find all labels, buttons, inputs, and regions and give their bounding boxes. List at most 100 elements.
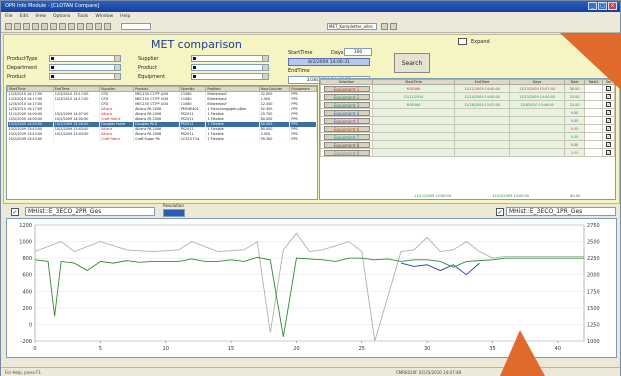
equipment-checkbox[interactable]: ✓ bbox=[606, 110, 611, 115]
equipment-combo[interactable] bbox=[191, 73, 269, 80]
table-row[interactable]: 12/3/2010 14:17:00 CFD MEC150 CT-PP 4/34 11… bbox=[7, 101, 317, 107]
supplier-combo[interactable] bbox=[191, 55, 269, 62]
equipment-label: Equipment bbox=[138, 74, 166, 80]
department-label: Department bbox=[7, 65, 38, 71]
equipment-row: Equipment 7 0.00 ✓ bbox=[320, 132, 615, 141]
table-row[interactable]: 10/2/2009 14:00:00 10/2/2009 14:00:00 Doug… bbox=[7, 121, 317, 127]
table-row[interactable]: 12/3/2010 14:17:00 12/3/2010 15:17:00 CFD M… bbox=[7, 91, 317, 97]
menu-file[interactable]: File bbox=[5, 14, 13, 19]
x-tick-label: 20 bbox=[293, 346, 299, 352]
table-row[interactable]: 10/2/2009 14:00:00 10/2/2009 14:00:00 Craf… bbox=[7, 116, 317, 122]
table-row[interactable]: 11/1/2009 14:00:00 10/2/2009 14:07:00 Alli… bbox=[7, 111, 317, 117]
table-row[interactable]: 10/2/2009 13:43:00 Craft Fabric Craft Supe… bbox=[7, 136, 317, 142]
table-row[interactable]: 12/3/2010 14:17:00 12/3/2010 14:17:00 CFD M… bbox=[7, 96, 317, 102]
equipment-days: 20.00 bbox=[564, 92, 585, 101]
table-cell: Craft Super PA bbox=[133, 136, 180, 142]
equipment-checkbox[interactable]: ✓ bbox=[606, 102, 611, 107]
column-header[interactable]: HourCounter bbox=[258, 86, 291, 92]
copy-icon[interactable] bbox=[41, 23, 48, 30]
chevron-down-icon[interactable] bbox=[114, 65, 120, 70]
menu-options[interactable]: Options bbox=[52, 14, 71, 19]
y-tick-label-left: 1000 bbox=[19, 240, 32, 246]
equipment-button[interactable]: Equipment 5 bbox=[323, 117, 370, 124]
equipment-button[interactable]: Equipment 8 bbox=[323, 141, 370, 148]
equipment-checkbox[interactable]: ✓ bbox=[606, 134, 611, 139]
new-icon[interactable] bbox=[5, 23, 12, 30]
column-header[interactable]: Supplier bbox=[99, 86, 135, 92]
equipment-checkbox[interactable]: ✓ bbox=[606, 118, 611, 123]
table-cell: 12/3/2010 14:17:00 bbox=[7, 106, 54, 112]
chevron-down-icon[interactable] bbox=[114, 56, 120, 61]
table-row[interactable]: 12/3/2010 14:17:00 Allianz Allianz PA 2006… bbox=[7, 106, 317, 112]
table-row[interactable]: 10/2/2009 13:43:00 10/2/2009 13:43:00 Alli… bbox=[7, 126, 317, 132]
equipment-checkbox[interactable]: ✓ bbox=[606, 126, 611, 131]
chevron-down-icon[interactable] bbox=[262, 56, 268, 61]
equipment-checkbox[interactable]: ✓ bbox=[606, 142, 611, 147]
search-button[interactable]: Search bbox=[394, 53, 430, 73]
equipment-button[interactable]: Equipment 1 bbox=[323, 85, 370, 92]
expand-checkbox[interactable] bbox=[458, 38, 467, 45]
resolution-select[interactable] bbox=[163, 209, 185, 217]
equipment-start bbox=[454, 132, 510, 141]
go-icon[interactable] bbox=[381, 23, 388, 30]
table-cell: CFD bbox=[99, 96, 135, 102]
equipment-checkbox[interactable]: ✓ bbox=[606, 94, 611, 99]
left-series-select[interactable]: MHist::E_3ECO_2PR_Ges bbox=[25, 207, 155, 216]
filter-icon[interactable] bbox=[95, 23, 102, 30]
equipment-button[interactable]: Equipment 3 bbox=[323, 101, 370, 108]
menu-tools[interactable]: Tools bbox=[77, 14, 89, 19]
right-series-checkbox[interactable]: ✓ bbox=[496, 208, 504, 216]
chevron-down-icon[interactable] bbox=[262, 65, 268, 70]
product-combo[interactable] bbox=[49, 73, 121, 80]
equipment-button[interactable]: Equipment 7 bbox=[323, 133, 370, 140]
equipment-button[interactable]: Equipment 2 bbox=[323, 93, 370, 100]
cut-icon[interactable] bbox=[32, 23, 39, 30]
menu-help[interactable]: Help bbox=[120, 14, 131, 19]
y-tick-label-left: 1200 bbox=[19, 223, 32, 229]
equipment-button[interactable]: Equipment 4 bbox=[323, 109, 370, 116]
print-icon[interactable] bbox=[390, 23, 397, 30]
undo-icon[interactable] bbox=[68, 23, 75, 30]
minimize-button[interactable]: _ bbox=[588, 2, 597, 10]
paste-icon[interactable] bbox=[50, 23, 57, 30]
menu-view[interactable]: View bbox=[35, 14, 46, 19]
maximize-button[interactable]: □ bbox=[598, 2, 607, 10]
chevron-down-icon[interactable] bbox=[114, 74, 120, 79]
menu-edit[interactable]: Edit bbox=[19, 14, 29, 19]
column-header[interactable]: EndTime bbox=[52, 86, 101, 92]
equipment-button[interactable]: Equipment 6 bbox=[323, 125, 370, 132]
days-input[interactable]: 300 bbox=[344, 48, 372, 56]
table-cell: 80.000 bbox=[259, 116, 291, 122]
equipment-button[interactable]: Equipment 9 bbox=[323, 149, 370, 156]
product2-combo[interactable] bbox=[191, 64, 269, 71]
chart-toolbar: ✓ MHist::E_3ECO_2PR_Ges Resolution ✓ MHi… bbox=[3, 203, 620, 218]
refresh-icon[interactable] bbox=[86, 23, 93, 30]
x-tick-label: 40 bbox=[555, 346, 561, 352]
left-series-checkbox[interactable]: ✓ bbox=[11, 208, 19, 216]
table-cell: 1 Flexible bbox=[205, 111, 260, 117]
table-cell: 1 Flexible bbox=[205, 136, 260, 142]
chevron-down-icon[interactable] bbox=[262, 74, 268, 79]
y-tick-label-right: 2750 bbox=[587, 223, 600, 229]
column-header[interactable]: Equipment bbox=[289, 86, 317, 92]
product-type-combo[interactable] bbox=[49, 55, 121, 62]
report-selector[interactable]: MET_Kompletter_alles bbox=[327, 23, 377, 30]
column-header[interactable]: Position bbox=[205, 86, 260, 92]
equipment-checkbox[interactable]: ✓ bbox=[606, 150, 611, 155]
print-icon[interactable] bbox=[59, 23, 66, 30]
help-icon[interactable] bbox=[104, 23, 111, 30]
toolbar-combo[interactable] bbox=[121, 23, 151, 30]
equipment-end bbox=[509, 116, 565, 125]
table-cell: Allianz bbox=[99, 131, 135, 137]
menu-window[interactable]: Window bbox=[95, 14, 114, 19]
department-combo[interactable] bbox=[49, 64, 121, 71]
table-row[interactable]: 10/2/2009 13:43:00 10/2/2009 13:43:00 Alli… bbox=[7, 131, 317, 137]
column-header[interactable]: Product bbox=[133, 86, 180, 92]
redo-icon[interactable] bbox=[77, 23, 84, 30]
start-time-input[interactable]: 8/2/2009 14:00:31 bbox=[288, 58, 370, 66]
equipment-end: 12/8/2010 13:46:00 bbox=[509, 100, 565, 109]
open-icon[interactable] bbox=[14, 23, 21, 30]
close-button[interactable]: × bbox=[608, 2, 617, 10]
save-icon[interactable] bbox=[23, 23, 30, 30]
right-series-select[interactable]: MHist::E_3ECO_1PR_Ges bbox=[506, 207, 616, 216]
